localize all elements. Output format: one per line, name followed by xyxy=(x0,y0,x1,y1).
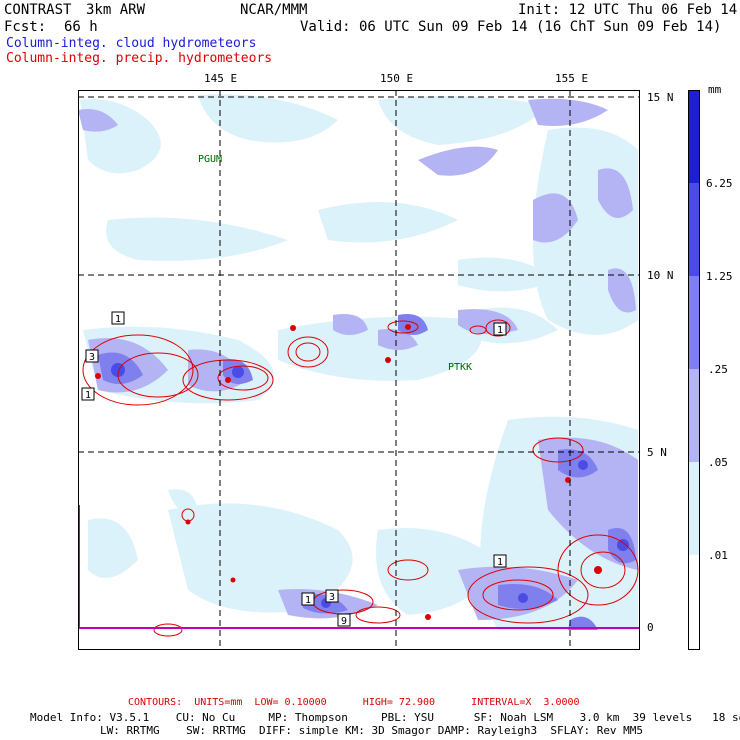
contour-label-group: 1 3 1 1 1 3 9 1 xyxy=(81,311,507,627)
lon-label-155e: 155 E xyxy=(555,72,589,85)
colorbar xyxy=(688,90,700,650)
map-frame xyxy=(78,90,640,650)
colorbar-level: .05 xyxy=(708,456,728,469)
init-time: Init: 12 UTC Thu 06 Feb 14 xyxy=(518,2,738,18)
contour-label: 1 xyxy=(497,557,503,568)
colorbar-unit: mm xyxy=(708,83,722,96)
contour-label: 1 xyxy=(497,325,503,336)
contour-label: 9 xyxy=(341,616,347,627)
legend-cloud-hydrometeors: Column-integ. cloud hydrometeors xyxy=(6,36,257,51)
colorbar-level: 6.25 xyxy=(706,177,733,190)
model-info-line1: Model Info: V3.5.1 CU: No Cu MP: Thompso… xyxy=(30,711,740,724)
contour-label: 1 xyxy=(85,390,91,401)
model-info-line2: LW: RRTMG SW: RRTMG DIFF: simple KM: 3D … xyxy=(100,724,644,737)
colorbar-segment xyxy=(688,276,700,369)
forecast-map: 1 3 1 1 1 3 9 1 PGUM PTKK xyxy=(78,90,640,650)
colorbar-level: .01 xyxy=(708,549,728,562)
lat-label-15n: 15 N xyxy=(647,91,674,104)
contour-label: 1 xyxy=(305,595,311,606)
forecast-label: Fcst: xyxy=(4,19,47,35)
colorbar-segment xyxy=(688,90,700,183)
lon-label-150e: 150 E xyxy=(380,72,414,85)
station-pgum: PGUM xyxy=(198,154,222,165)
contour-label: 1 xyxy=(115,314,121,325)
legend-precip-hydrometeors: Column-integ. precip. hydrometeors xyxy=(6,51,273,66)
lat-label-10n: 10 N xyxy=(647,269,674,282)
valid-time: Valid: 06 UTC Sun 09 Feb 14 (16 ChT Sun … xyxy=(300,19,722,35)
lat-label-5n: 5 N xyxy=(647,446,667,459)
colorbar-segment xyxy=(688,369,700,462)
lon-label-145e: 145 E xyxy=(204,72,238,85)
contour-label: 3 xyxy=(89,352,95,363)
station-ptkk: PTKK xyxy=(448,362,472,373)
model-name: 3km ARW xyxy=(86,2,146,18)
lat-label-0: 0 xyxy=(647,621,654,634)
organization: NCAR/MMM xyxy=(240,2,308,18)
contour-label: 3 xyxy=(329,592,335,603)
precip-contours xyxy=(82,319,639,637)
colorbar-segment xyxy=(688,555,700,650)
forecast-hour: 66 h xyxy=(64,19,98,35)
colorbar-level: .25 xyxy=(708,363,728,376)
graticule xyxy=(78,90,640,650)
colorbar-level: 1.25 xyxy=(706,270,733,283)
colorbar-segment xyxy=(688,462,700,555)
project-title: CONTRAST xyxy=(4,2,72,18)
colorbar-segment xyxy=(688,183,700,276)
contour-info: CONTOURS: UNITS=mm LOW= 0.10000 HIGH= 72… xyxy=(128,697,580,708)
